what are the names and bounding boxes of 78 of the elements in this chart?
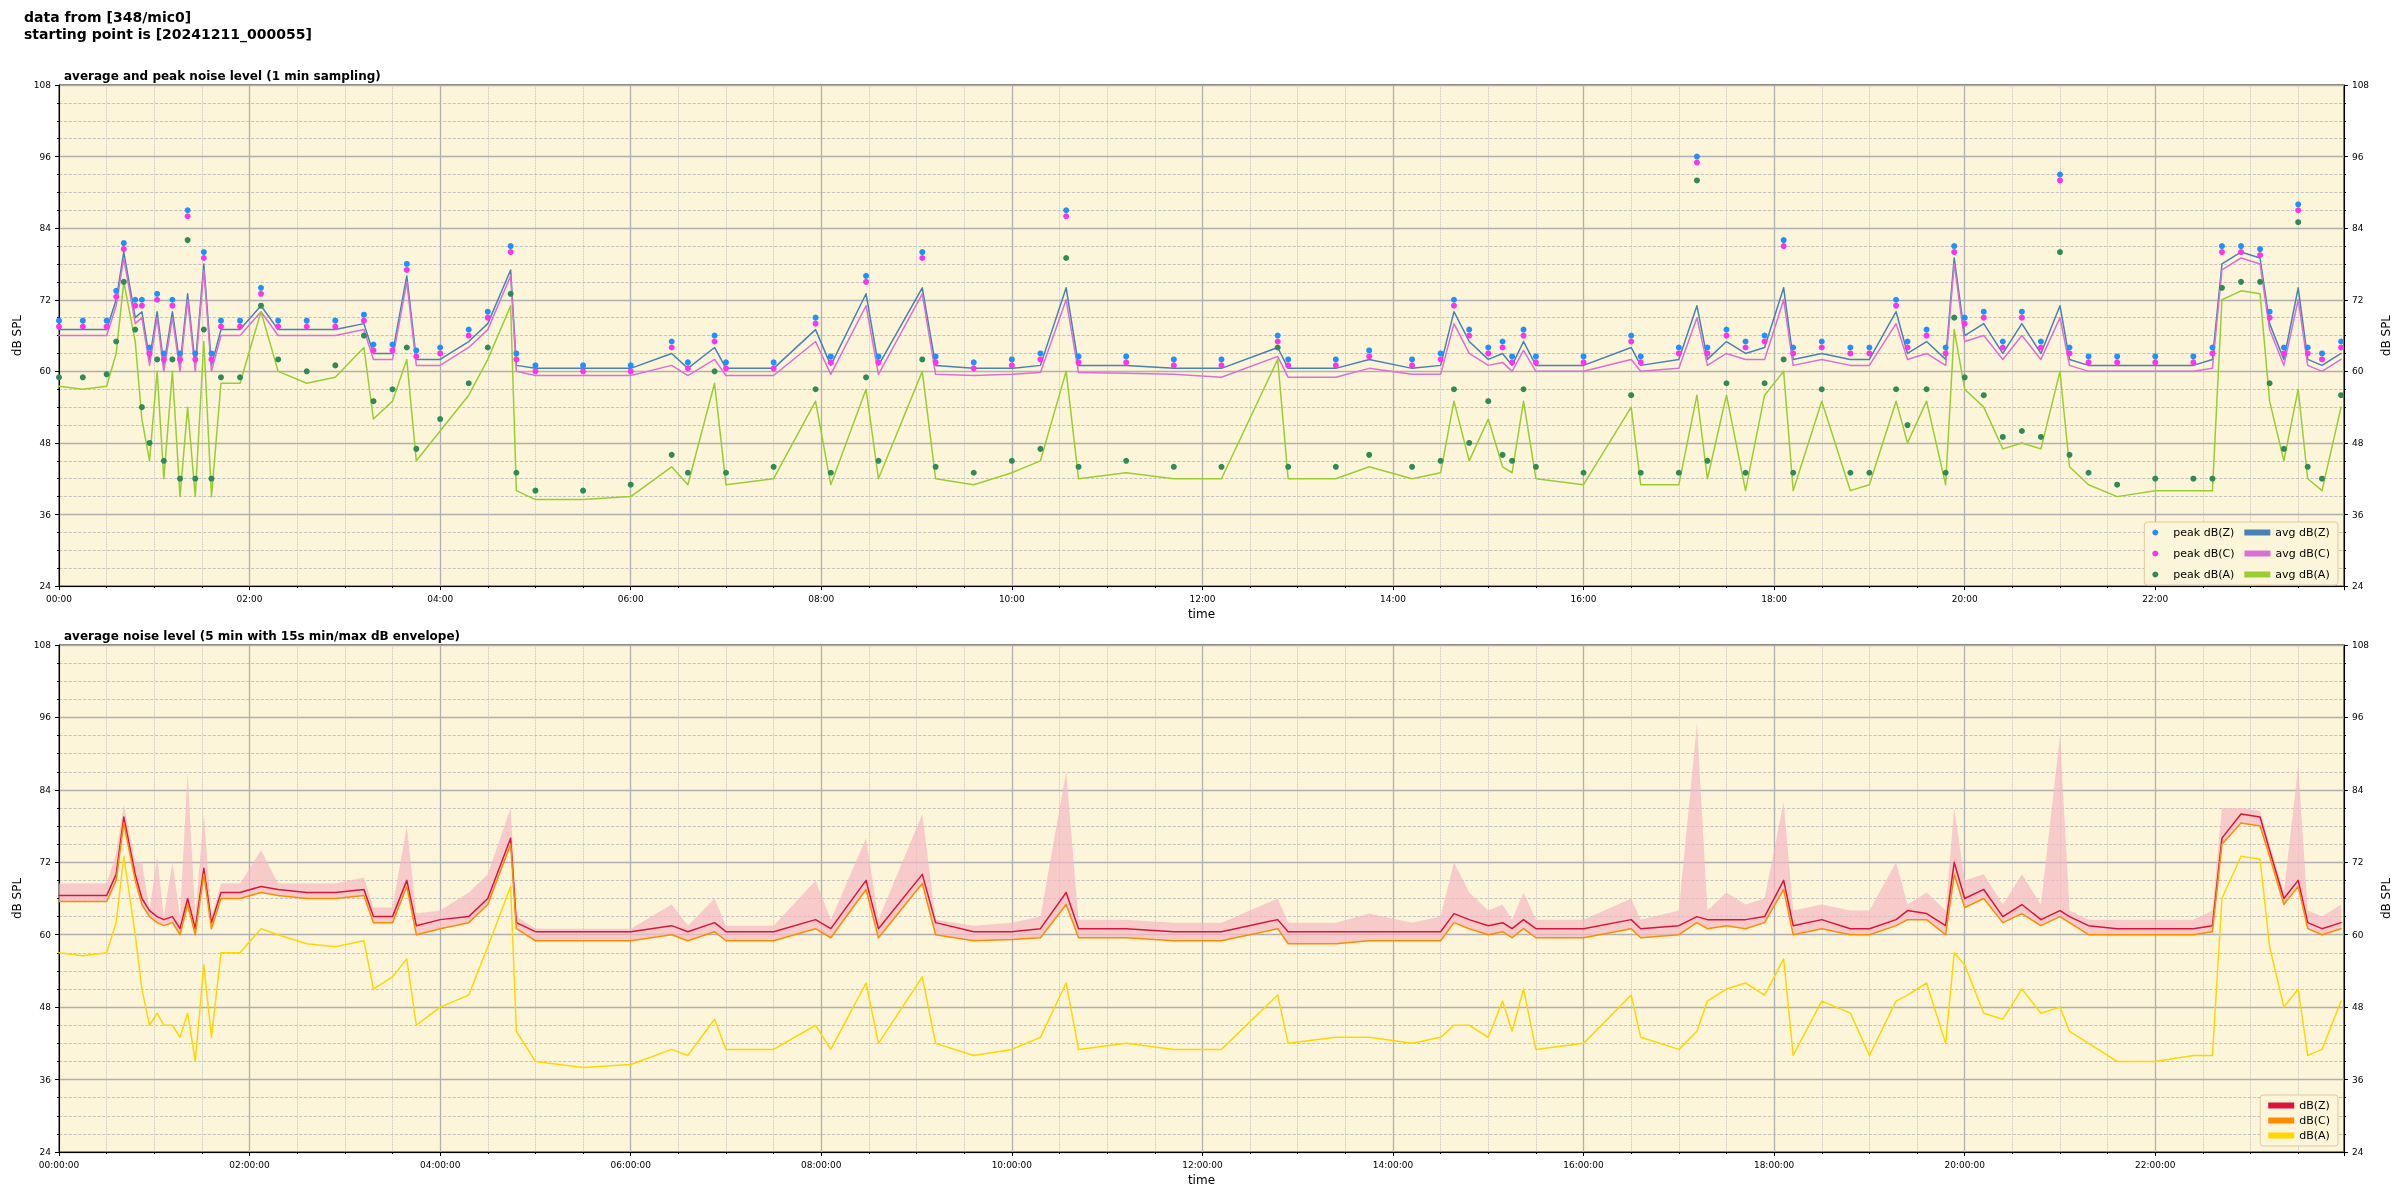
y2-tick-label: 36: [2351, 1074, 2364, 1085]
y-tick-label: 36: [39, 509, 52, 520]
y-tick-label: 84: [39, 784, 52, 795]
y2-axis-title: dB SPL: [2379, 877, 2393, 920]
y2-tick-label: 60: [2351, 366, 2364, 377]
y-tick-label: 48: [39, 1002, 52, 1013]
x-tick-label: 02:00:00: [229, 1159, 271, 1170]
legend-label: peak dB(C): [2173, 547, 2235, 560]
x-tick-label: 06:00:00: [610, 1159, 652, 1170]
text: data from [348/mic0]: [24, 9, 192, 25]
line-series: [58, 813, 2342, 933]
y2-tick-label: 72: [2351, 857, 2364, 868]
y2-tick-label: 36: [2351, 509, 2364, 520]
y2-tick-label: 24: [2351, 581, 2364, 592]
y2-tick-label: 48: [2351, 1002, 2364, 1013]
x-tick-label: 10:00:00: [991, 1159, 1033, 1170]
x-tick-label: 16:00:00: [1563, 1159, 1605, 1170]
x-tick-label: 10:00: [998, 593, 1026, 604]
text: starting point is [20241211_000055]: [24, 26, 312, 43]
x-tick-label: 08:00: [808, 593, 835, 604]
y2-tick-label: 48: [2351, 437, 2364, 448]
y-tick-label: 24: [39, 1147, 52, 1157]
y2-tick-label: 72: [2351, 294, 2364, 305]
y2-tick-label: 108: [2351, 80, 2370, 90]
x-tick-label: 18:00: [1761, 593, 1788, 604]
legend-label: dB(Z): [2299, 1099, 2330, 1112]
legend-label: peak dB(A): [2173, 568, 2235, 581]
y2-tick-label: 84: [2351, 784, 2364, 795]
x-tick-label: 12:00: [1189, 593, 1216, 604]
legend-label: peak dB(Z): [2173, 526, 2235, 539]
y2-tick-label: 60: [2351, 929, 2364, 940]
legend-label: avg dB(A): [2275, 568, 2330, 581]
y-tick-label: 24: [39, 581, 52, 592]
line-series: [58, 855, 2342, 1069]
y2-axis-title: dB SPL: [2379, 314, 2393, 357]
x-tick-label: 22:00: [2142, 593, 2169, 604]
y-tick-label: 36: [39, 1074, 52, 1085]
y-tick-label: 60: [39, 366, 52, 377]
y-tick-label: 48: [39, 437, 52, 448]
y-tick-label: 72: [39, 294, 51, 305]
y-tick-label: 108: [33, 640, 52, 650]
y2-tick-label: 108: [2351, 640, 2370, 650]
legend-label: avg dB(C): [2275, 547, 2331, 560]
x-tick-label: 14:00: [1380, 593, 1407, 604]
y-tick-label: 96: [39, 712, 52, 723]
x-tick-label: 00:00: [46, 593, 73, 604]
chart-title: average and peak noise level (1 min sampling): [64, 69, 381, 83]
y-tick-label: 84: [39, 223, 52, 234]
x-tick-label: 06:00: [617, 593, 644, 604]
x-axis-title: time: [1187, 1172, 1216, 1187]
y2-tick-label: 24: [2351, 1147, 2364, 1157]
x-tick-label: 22:00:00: [2135, 1159, 2176, 1170]
y-axis-title: dB SPL: [9, 314, 24, 357]
y-tick-label: 108: [33, 80, 52, 90]
x-tick-label: 12:00:00: [1182, 1159, 1223, 1170]
legend-label: avg dB(Z): [2275, 526, 2330, 539]
chart-title: average noise level (5 min with 15s min/max dB envelope): [64, 629, 461, 643]
y-tick-label: 60: [39, 929, 52, 940]
line-series: [58, 822, 2342, 945]
x-tick-label: 14:00:00: [1372, 1159, 1414, 1170]
y-axis-title: dB SPL: [9, 877, 24, 920]
x-tick-label: 16:00: [1570, 593, 1597, 604]
x-tick-label: 02:00: [236, 593, 263, 604]
x-tick-label: 20:00:00: [1944, 1159, 1986, 1170]
x-tick-label: 04:00:00: [419, 1159, 461, 1170]
legend-label: dB(A): [2299, 1129, 2330, 1142]
y-tick-label: 72: [39, 857, 51, 868]
x-axis-title: time: [1187, 607, 1216, 621]
x-tick-label: 00:00:00: [38, 1159, 80, 1170]
x-tick-label: 18:00:00: [1753, 1159, 1795, 1170]
x-tick-label: 08:00:00: [801, 1159, 842, 1170]
y-tick-label: 96: [39, 151, 52, 162]
y2-tick-label: 84: [2351, 223, 2364, 234]
x-tick-label: 04:00: [427, 593, 454, 604]
y2-tick-label: 96: [2351, 151, 2364, 162]
y2-tick-label: 96: [2351, 712, 2364, 723]
legend-label: dB(C): [2299, 1114, 2330, 1127]
x-tick-label: 20:00: [1951, 593, 1978, 604]
